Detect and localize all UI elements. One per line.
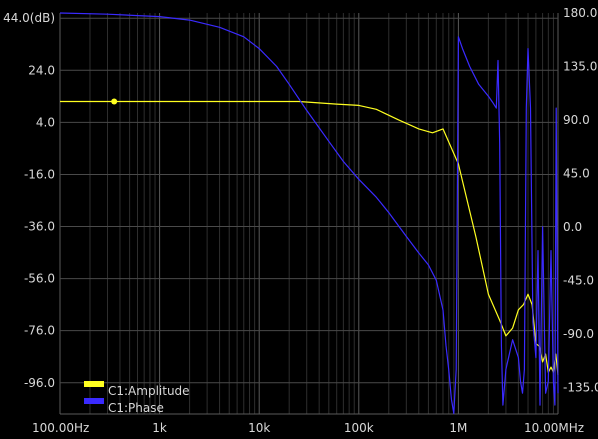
- y-right-tick-label: 135.0: [563, 59, 597, 73]
- x-tick-label: 10.00MHz: [524, 421, 584, 435]
- x-tick-label: 10k: [248, 421, 270, 435]
- phase-line: [59, 12, 559, 414]
- amplitude-marker: [111, 98, 118, 105]
- legend-phase-swatch: [84, 398, 104, 404]
- y-right-tick-label: 45.0: [563, 166, 590, 180]
- y-right-tick-label: -135.0: [563, 380, 598, 394]
- y-left-tick-label: 24.0: [28, 63, 55, 77]
- plot-series: [59, 12, 559, 414]
- y-left-tick-label: -96.0: [24, 376, 55, 390]
- legend-amplitude-label: C1:Amplitude: [108, 384, 190, 398]
- y-right-tick-label: -90.0: [563, 327, 594, 341]
- y-right-tick-label: 180.00: [563, 6, 598, 20]
- legend: C1:Amplitude C1:Phase: [84, 381, 190, 415]
- amplitude-line: [60, 100, 559, 375]
- x-tick-label: 100.00Hz: [32, 421, 89, 435]
- y-left-tick-label: -16.0: [24, 167, 55, 181]
- legend-amplitude-swatch: [84, 381, 104, 387]
- y-right-tick-label: -45.0: [563, 273, 594, 287]
- legend-phase-label: C1:Phase: [108, 401, 164, 415]
- y-left-tick-label: -76.0: [24, 324, 55, 338]
- y-left-tick-label: 4.0: [36, 115, 55, 129]
- y-left-tick-label: -56.0: [24, 272, 55, 286]
- y-right-tick-label: 90.0: [563, 113, 590, 127]
- y-left-tick-label: 44.0(dB): [3, 11, 55, 25]
- x-tick-label: 100k: [344, 421, 374, 435]
- x-tick-label: 1M: [449, 421, 467, 435]
- plot-grid: [59, 13, 559, 415]
- y-right-tick-label: 0.0: [563, 220, 582, 234]
- axis-labels: 44.0(dB) 24.0 4.0 -16.0 -36.0 -56.0 -76.0 -96.0…: [3, 6, 598, 435]
- x-tick-label: 1k: [152, 421, 167, 435]
- y-left-tick-label: -36.0: [24, 220, 55, 234]
